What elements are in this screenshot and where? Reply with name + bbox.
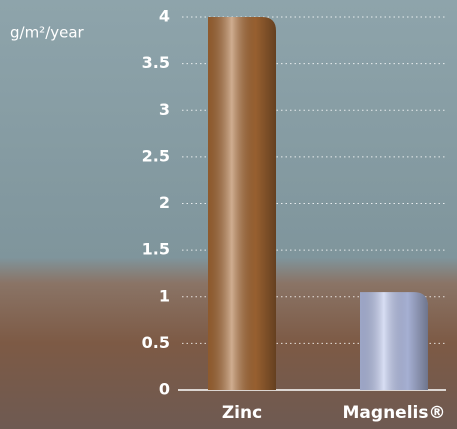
- y-tick-label: 2: [159, 193, 170, 212]
- bar-shine: [208, 17, 276, 390]
- y-tick-label: 1: [159, 286, 170, 305]
- bar-shine: [360, 292, 428, 390]
- x-tick-label: Zinc: [222, 403, 262, 423]
- y-tick-label: 1.5: [142, 240, 170, 259]
- y-tick-label: 3: [159, 100, 170, 119]
- y-axis-label: g/m²/year: [10, 24, 85, 42]
- y-tick-label: 3.5: [142, 53, 170, 72]
- y-tick-label: 2.5: [142, 146, 170, 165]
- y-tick-label: 0.5: [142, 333, 170, 352]
- y-tick-label: 4: [159, 7, 170, 26]
- x-tick-label: Magnelis®: [343, 403, 446, 423]
- y-tick-label: 0: [159, 380, 170, 399]
